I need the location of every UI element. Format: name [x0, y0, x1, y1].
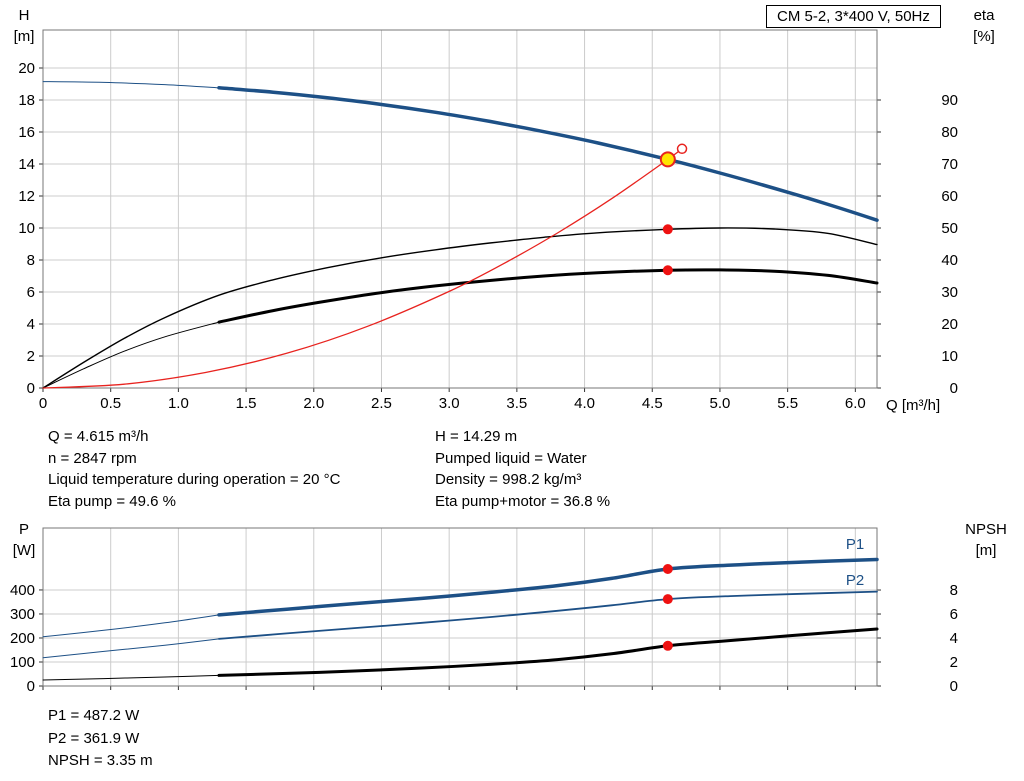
y-right-tick-label: 30 [941, 284, 958, 301]
info-p2: P2 = 361.9 W [48, 729, 140, 747]
head-curve [217, 86, 879, 222]
y-left-tick-label: 18 [18, 92, 35, 109]
q-axis-title: Q [m³/h] [886, 397, 941, 414]
eta-axis-title: eta [%] [962, 5, 1006, 47]
y-right-tick-label: 80 [941, 124, 958, 141]
npsh-axis-title-symbol: NPSH [965, 521, 1007, 538]
x-tick-label: 4.0 [574, 395, 595, 412]
eta-pump-point [662, 224, 673, 235]
y-left-tick-label: 4 [27, 316, 35, 333]
x-tick-label: 3.5 [506, 395, 527, 412]
x-tick-label: 3.0 [439, 395, 460, 412]
x-tick-label: 6.0 [845, 395, 866, 412]
y-right-tick-label: 50 [941, 220, 958, 237]
info-temperature: Liquid temperature during operation = 20… [48, 471, 341, 489]
head-curve-extension [42, 81, 227, 89]
plot-frame [42, 527, 878, 687]
info-flow: Q = 4.615 m³/h [48, 428, 149, 445]
y-left-tick-label: 14 [18, 156, 35, 173]
y-right-tick-label: 10 [941, 348, 958, 365]
system-curve-end-ring [676, 143, 688, 155]
p1-extension [42, 614, 220, 638]
y-left-tick-label: 10 [18, 220, 35, 237]
p-axis-title-unit: [W] [12, 542, 36, 559]
p-axis-title-symbol: P [18, 521, 29, 538]
y-right-tick-label: 20 [941, 316, 958, 333]
eta-pump-curve [42, 227, 878, 389]
x-tick-label: 1.0 [168, 395, 189, 412]
result-info: P1 = 487.2 W P2 = 361.9 W NPSH = 3.35 m [48, 705, 153, 773]
p2-curve [218, 590, 878, 640]
operating-info-left: Q = 4.615 m³/h n = 2847 rpm Liquid tempe… [48, 426, 340, 512]
curve-label-p2: P2 [846, 572, 864, 589]
x-tick-label: 0.5 [100, 395, 121, 412]
y-left-tick-label: 20 [18, 60, 35, 77]
p-axis-title: P [W] [2, 519, 46, 561]
info-npsh: NPSH = 3.35 m [48, 752, 153, 769]
eta-axis-title-unit: [%] [973, 28, 995, 45]
y-left-tick-label: 8 [27, 252, 35, 269]
info-head: H = 14.29 m [435, 428, 518, 445]
info-speed: n = 2847 rpm [48, 449, 137, 467]
x-tick-label: 1.5 [236, 395, 257, 412]
y-left-tick-label: 100 [10, 654, 35, 671]
p1-curve [217, 557, 879, 617]
y-right-tick-label: 2 [950, 654, 958, 671]
y-left-tick-label: 12 [18, 188, 35, 205]
info-eta-pump-motor: Eta pump+motor = 36.8 % [435, 492, 611, 510]
info-p1: P1 = 487.2 W [48, 707, 140, 724]
h-axis-title-symbol: H [18, 7, 30, 24]
head-capacity-chart: 0 0.5 1.0 1.5 2.0 2.5 3.0 3.5 4.0 4.5 5.0 5.5 6.0 0 2 4… [18, 29, 958, 412]
y-left-tick-label: 200 [10, 630, 35, 647]
h-axis-title-unit: [m] [13, 28, 35, 45]
operating-info-right: H = 14.29 m Pumped liquid = Water Densit… [435, 426, 610, 512]
eta-pump-motor-point [662, 265, 673, 276]
y-right-tick-label: 8 [950, 582, 958, 599]
p1-point [662, 564, 673, 575]
info-eta-pump: Eta pump = 49.6 % [48, 492, 176, 510]
curve-label-p1: P1 [846, 536, 864, 553]
x-tick-label: 2.5 [371, 395, 392, 412]
y-left-tick-label: 300 [10, 606, 35, 623]
y-right-tick-label: 6 [950, 606, 958, 623]
p2-point [662, 594, 673, 605]
eta-pump-motor-curve [217, 268, 879, 324]
npsh-axis-title: NPSH [m] [958, 519, 1014, 561]
y-right-tick-label: 70 [941, 156, 958, 173]
y-right-tick-label: 60 [941, 188, 958, 205]
y-left-tick-label: 2 [27, 348, 35, 365]
x-tick-label: 0 [39, 395, 47, 412]
duty-point [659, 151, 676, 168]
x-tick-label: 5.0 [710, 395, 731, 412]
info-liquid: Pumped liquid = Water [435, 449, 587, 467]
y-left-tick-label: 16 [18, 124, 35, 141]
y-right-tick-label: 0 [950, 380, 958, 397]
npsh-point [662, 640, 673, 651]
p2-extension [42, 638, 220, 659]
y-right-tick-label: 90 [941, 92, 958, 109]
y-right-tick-label: 0 [950, 678, 958, 695]
eta-axis-title-symbol: eta [973, 7, 995, 24]
y-left-tick-label: 0 [27, 380, 35, 397]
npsh-axis-title-unit: [m] [975, 542, 997, 559]
y-left-tick-label: 6 [27, 284, 35, 301]
system-curve [42, 148, 683, 389]
npsh-extension [42, 674, 220, 681]
plot-frame [42, 29, 878, 389]
y-left-tick-label: 400 [10, 582, 35, 599]
h-axis-title: H [m] [2, 5, 46, 47]
x-tick-label: 2.0 [303, 395, 324, 412]
y-left-tick-label: 0 [27, 678, 35, 695]
x-tick-label: 4.5 [642, 395, 663, 412]
power-npsh-chart: 0 100 200 300 400 0 2 4 6 8 P1 P2 [10, 527, 958, 695]
info-density: Density = 998.2 kg/m³ [435, 471, 582, 489]
x-tick-label: 5.5 [777, 395, 798, 412]
pump-title-box: CM 5-2, 3*400 V, 50Hz [766, 5, 941, 28]
y-right-tick-label: 40 [941, 252, 958, 269]
npsh-curve [217, 627, 879, 677]
y-right-tick-label: 4 [950, 630, 958, 647]
eta-pump-motor-extension [42, 321, 220, 389]
